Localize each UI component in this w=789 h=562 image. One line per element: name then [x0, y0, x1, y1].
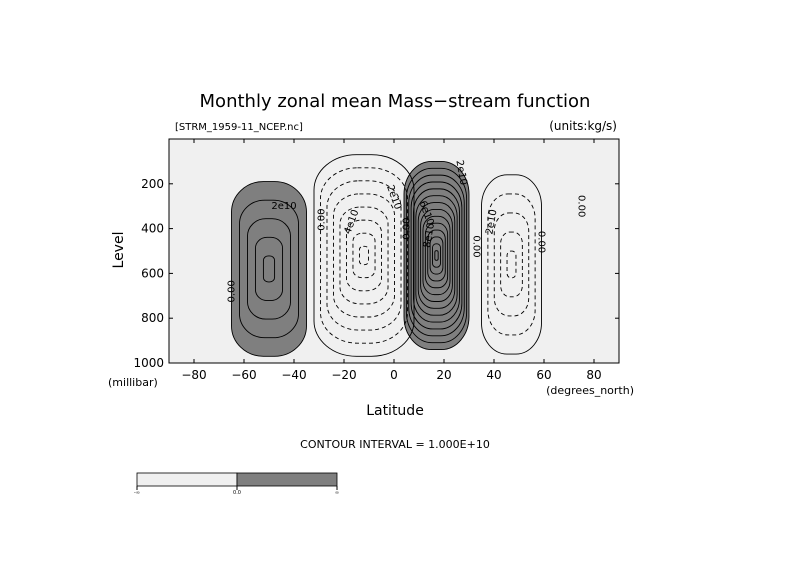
contour-line: [417, 202, 456, 309]
contour-label: 0.00: [471, 235, 482, 257]
contour-label: 2e10: [453, 159, 468, 186]
y-tick-label: 600: [141, 266, 164, 280]
y-tick-label: 400: [141, 222, 164, 236]
x-tick-label: −20: [331, 368, 356, 382]
contour-line: [481, 174, 542, 355]
contour-label: 0.00: [576, 195, 587, 217]
units-label: (units:kg/s): [549, 119, 617, 133]
colorbar: -∞ 0.0 ∞: [134, 472, 339, 496]
contour-line: [415, 195, 458, 316]
axis-ticks: −80 −60 −40 −20 0 20 40 60 80 200 400 600 800 1000: [133, 139, 619, 382]
y-axis-units: (millibar): [108, 376, 158, 389]
x-tick-label: 0: [390, 368, 398, 382]
contour-lines: [231, 154, 542, 357]
contour-line: [429, 236, 444, 275]
colorbar-positive-swatch: [236, 472, 338, 487]
contour-line: [408, 174, 465, 337]
contour-line: [247, 218, 291, 320]
chart-title: Monthly zonal mean Mass−stream function: [200, 91, 591, 112]
contour-line: [434, 250, 439, 261]
x-tick-label: −80: [181, 368, 206, 382]
y-tick-label: 200: [141, 177, 164, 191]
colorbar-label-zero: 0.0: [233, 490, 241, 496]
contour-label: 0.00: [317, 209, 328, 231]
y-axis-title: Level: [111, 232, 127, 269]
x-axis-title: Latitude: [366, 403, 424, 419]
contour-line: [262, 255, 276, 283]
contour-line: [427, 229, 446, 282]
contour-line: [420, 209, 453, 302]
contour-line: [254, 236, 284, 301]
x-tick-label: 20: [436, 368, 451, 382]
contour-label: 0.00: [227, 280, 238, 302]
contour-label: 2e10: [484, 209, 499, 236]
contour-line: [422, 215, 451, 296]
contour-label: 2e10: [271, 201, 296, 212]
y-tick-label: 1000: [133, 356, 164, 370]
contour-line: [339, 206, 389, 305]
colorbar-label-min: -∞: [134, 490, 140, 496]
contour-label: 8e10: [422, 222, 437, 249]
y-tick-label: 800: [141, 311, 164, 325]
contour-label: 0.00: [536, 231, 547, 253]
contour-line: [333, 193, 395, 318]
contour-line: [493, 212, 530, 317]
x-tick-label: −40: [281, 368, 306, 382]
contour-label: 0.00: [402, 217, 413, 239]
contour-line: [405, 167, 468, 344]
positive-cell-shading: [404, 161, 469, 350]
contour-line: [320, 167, 408, 344]
contour-line: [410, 181, 463, 330]
x-tick-label: 80: [586, 368, 601, 382]
colorbar-label-max: ∞: [335, 490, 339, 496]
contour-line: [231, 181, 307, 357]
contour-line: [346, 219, 382, 292]
x-axis-units: (degrees_north): [546, 384, 634, 397]
contour-line: [432, 243, 441, 268]
contour-line: [313, 154, 415, 357]
shaded-fields: [169, 139, 619, 363]
contour-line: [239, 199, 299, 339]
contour-line: [359, 245, 369, 266]
positive-cell-shading: [231, 181, 307, 357]
contour-line: [500, 231, 523, 298]
contour-interval-note: CONTOUR INTERVAL = 1.000E+10: [300, 438, 490, 451]
contour-line: [506, 250, 517, 279]
x-tick-label: −60: [231, 368, 256, 382]
x-tick-label: 40: [486, 368, 501, 382]
colorbar-negative-swatch: [136, 472, 238, 487]
file-label: [STRM_1959-11_NCEP.nc]: [175, 122, 303, 133]
contour-line: [326, 180, 402, 331]
contour-line: [424, 222, 449, 289]
contour-line: [413, 188, 460, 323]
contour-line: [403, 160, 470, 351]
x-tick-label: 60: [536, 368, 551, 382]
contour-line: [352, 232, 376, 279]
contour-line: [487, 193, 536, 336]
